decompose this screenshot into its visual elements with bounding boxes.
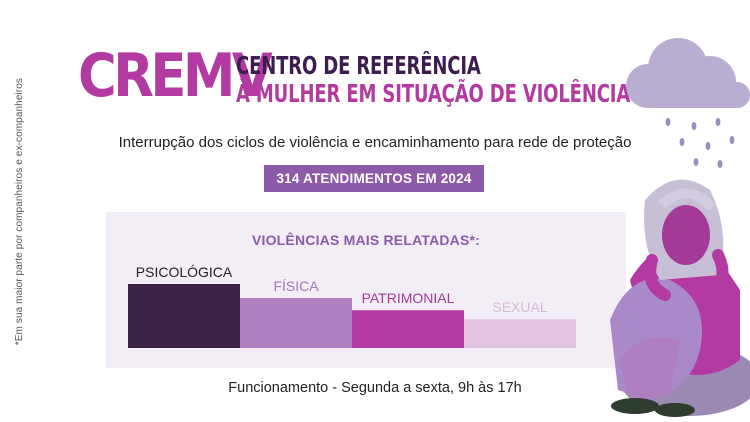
- rain-cloud-icon: [626, 38, 750, 108]
- opening-hours: Funcionamento - Segunda a sexta, 9h às 1…: [228, 380, 522, 396]
- chart-panel: VIOLÊNCIAS MAIS RELATADAS*: PSICOLÓGICA F…: [106, 212, 626, 368]
- bar-1: [240, 298, 352, 348]
- subtitle: Interrupção dos ciclos de violência e en…: [118, 134, 632, 151]
- violence-bar-chart: PSICOLÓGICA FÍSICA PATRIMONIAL SEXUAL: [128, 264, 576, 348]
- cremv-logo: CREMV: [78, 41, 273, 111]
- bar-2: [352, 310, 464, 348]
- center-name-line1: CENTRO DE REFERÊNCIA: [236, 51, 481, 80]
- bar-label-0: PSICOLÓGICA: [136, 264, 233, 280]
- center-name-line2: À MULHER EM SITUAÇÃO DE VIOLÊNCIA: [236, 79, 631, 108]
- raindrops-icon: [665, 118, 735, 168]
- bar-label-3: SEXUAL: [492, 299, 547, 315]
- bar-3: [464, 319, 576, 348]
- bar-label-2: PATRIMONIAL: [362, 290, 455, 306]
- woman-with-rain-cloud-illustration: [610, 38, 750, 417]
- chart-title: VIOLÊNCIAS MAIS RELATADAS*:: [251, 232, 481, 248]
- attendance-badge: 314 ATENDIMENTOS EM 2024: [264, 165, 484, 192]
- center-name: CENTRO DE REFERÊNCIA À MULHER EM SITUAÇÃ…: [236, 52, 750, 108]
- footnote-vertical: *Em sua maior parte por companheiros e e…: [14, 78, 25, 346]
- bar-label-1: FÍSICA: [273, 278, 319, 294]
- bar-0: [128, 284, 240, 348]
- sad-woman-figure: [610, 179, 750, 417]
